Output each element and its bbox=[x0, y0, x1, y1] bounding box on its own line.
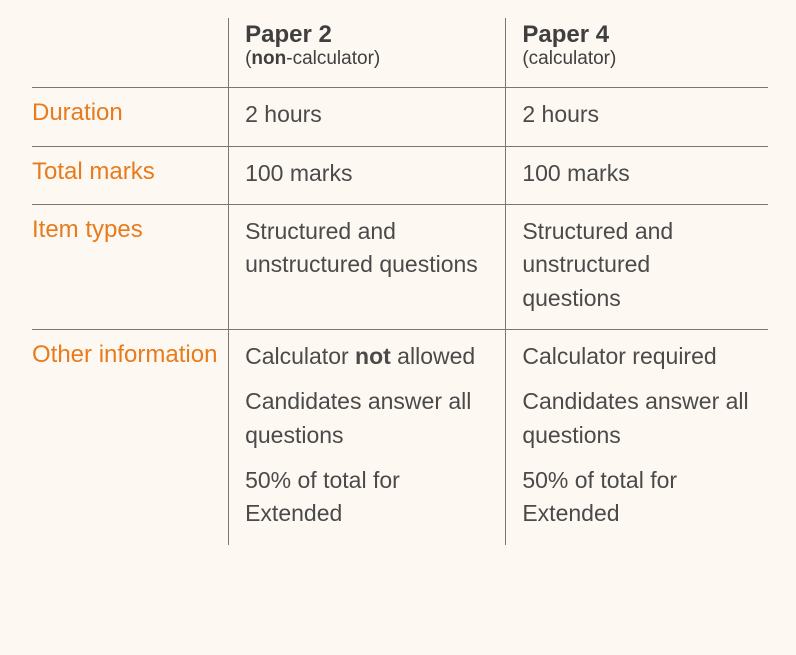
comparison-table-container: Paper 2 (non-calculator) Paper 4 (calcul… bbox=[0, 0, 796, 569]
header-row: Paper 2 (non-calculator) Paper 4 (calcul… bbox=[32, 18, 768, 88]
cell-other-info-paper4: Calculator required Candidates answer al… bbox=[506, 329, 768, 544]
label-duration: Duration bbox=[32, 88, 229, 146]
cell-item-types-paper2: Structured and unstructured questions bbox=[229, 204, 506, 329]
other-info-p2-line1: Calculator not allowed bbox=[245, 340, 489, 373]
row-duration: Duration 2 hours 2 hours bbox=[32, 88, 768, 146]
header-paper2-subtitle: (non-calculator) bbox=[245, 48, 489, 71]
other-info-p4-line2: Candidates answer all questions bbox=[522, 385, 752, 452]
other-info-p4-line1: Calculator required bbox=[522, 340, 752, 373]
other-info-p2-line2: Candidates answer all questions bbox=[245, 385, 489, 452]
header-paper4: Paper 4 (calculator) bbox=[506, 18, 768, 88]
label-item-types: Item types bbox=[32, 204, 229, 329]
header-paper4-subtitle: (calculator) bbox=[522, 48, 752, 71]
other-info-p2-line3: 50% of total for Extended bbox=[245, 464, 489, 531]
label-total-marks: Total marks bbox=[32, 146, 229, 204]
row-total-marks: Total marks 100 marks 100 marks bbox=[32, 146, 768, 204]
cell-duration-paper2: 2 hours bbox=[229, 88, 506, 146]
header-paper2-title: Paper 2 bbox=[245, 22, 489, 48]
header-paper4-title: Paper 4 bbox=[522, 22, 752, 48]
header-paper2: Paper 2 (non-calculator) bbox=[229, 18, 506, 88]
cell-other-info-paper2: Calculator not allowed Candidates answer… bbox=[229, 329, 506, 544]
other-info-p4-line3: 50% of total for Extended bbox=[522, 464, 752, 531]
cell-item-types-paper4: Structured and unstructured questions bbox=[506, 204, 768, 329]
header-empty bbox=[32, 18, 229, 88]
label-other-information: Other information bbox=[32, 329, 229, 544]
row-item-types: Item types Structured and unstructured q… bbox=[32, 204, 768, 329]
cell-total-marks-paper2: 100 marks bbox=[229, 146, 506, 204]
comparison-table: Paper 2 (non-calculator) Paper 4 (calcul… bbox=[32, 18, 768, 545]
cell-total-marks-paper4: 100 marks bbox=[506, 146, 768, 204]
cell-duration-paper4: 2 hours bbox=[506, 88, 768, 146]
row-other-information: Other information Calculator not allowed… bbox=[32, 329, 768, 544]
